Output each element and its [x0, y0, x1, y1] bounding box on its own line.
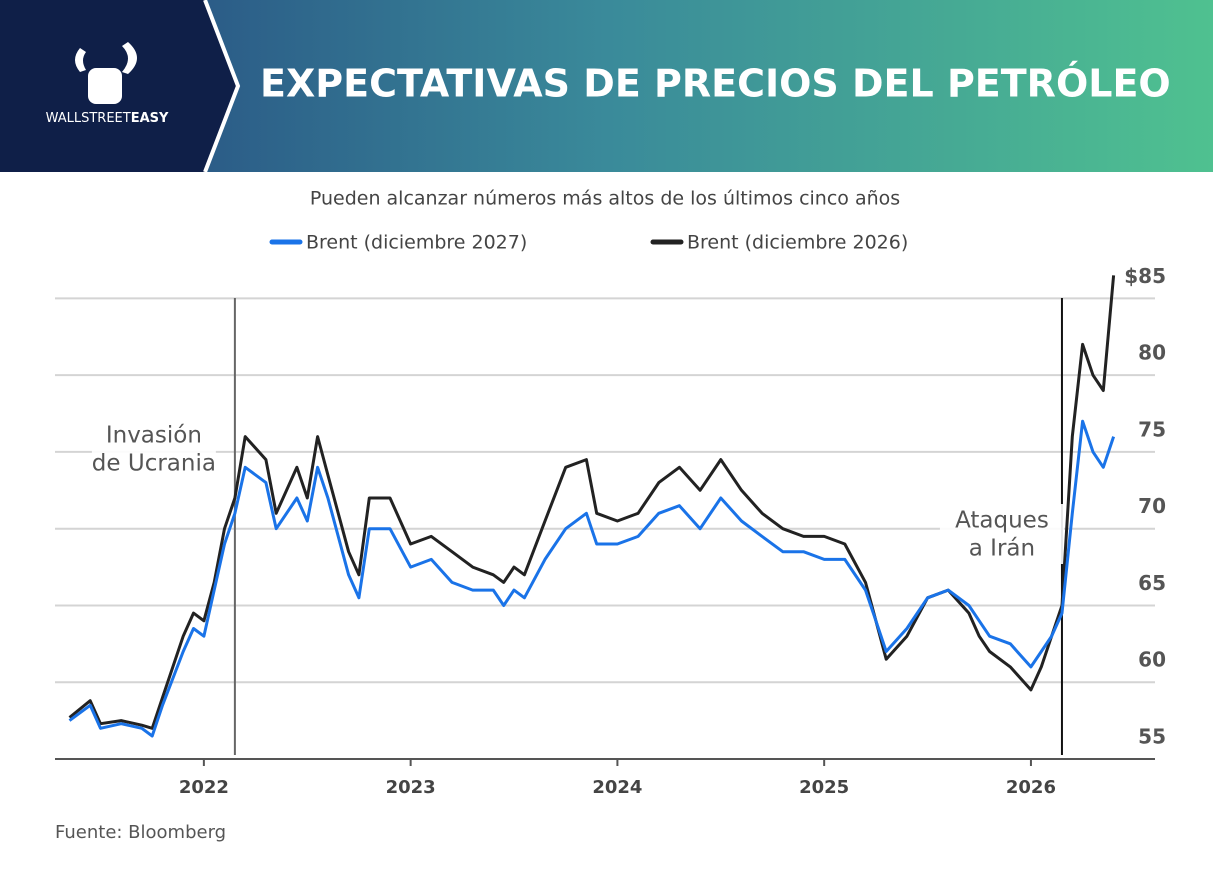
- y-tick-label: 65: [1138, 571, 1166, 595]
- x-tick-label: 2024: [592, 777, 642, 798]
- logo-light: WALLSTREET: [46, 111, 131, 126]
- legend-label: Brent (diciembre 2026): [687, 232, 908, 254]
- logo-icon: [75, 42, 137, 104]
- annotation: Ataques: [955, 508, 1049, 534]
- y-tick-label: 70: [1138, 494, 1166, 518]
- y-tick-label: 55: [1138, 725, 1166, 749]
- legend-label: Brent (diciembre 2027): [306, 232, 527, 254]
- logo-text: WALLSTREETEASY: [46, 111, 169, 126]
- y-tick-label: 60: [1138, 648, 1166, 672]
- annotation-bg: [91, 419, 216, 479]
- x-tick-label: 2022: [179, 777, 229, 798]
- y-tick-label: $85: [1124, 264, 1166, 288]
- annotation: a Irán: [969, 536, 1035, 562]
- annotation-bg: [939, 504, 1064, 564]
- annotation: de Ucrania: [92, 451, 216, 477]
- chevron: [203, 0, 241, 173]
- x-tick-label: 2025: [799, 777, 849, 798]
- y-tick-label: 80: [1138, 341, 1166, 365]
- chart-subtitle: Pueden alcanzar números más altos de los…: [310, 188, 900, 210]
- logo-bold: EASY: [131, 111, 169, 126]
- x-tick-label: 2026: [1006, 777, 1056, 798]
- series-line: [68, 419, 1116, 738]
- x-tick-label: 2023: [386, 777, 436, 798]
- series-line: [68, 275, 1116, 730]
- page-title: EXPECTATIVAS DE PRECIOS DEL PETRÓLEO: [260, 62, 1171, 106]
- y-tick-label: 75: [1138, 417, 1166, 441]
- source: Fuente: Bloomberg: [55, 822, 226, 843]
- annotation: Invasión: [106, 423, 202, 449]
